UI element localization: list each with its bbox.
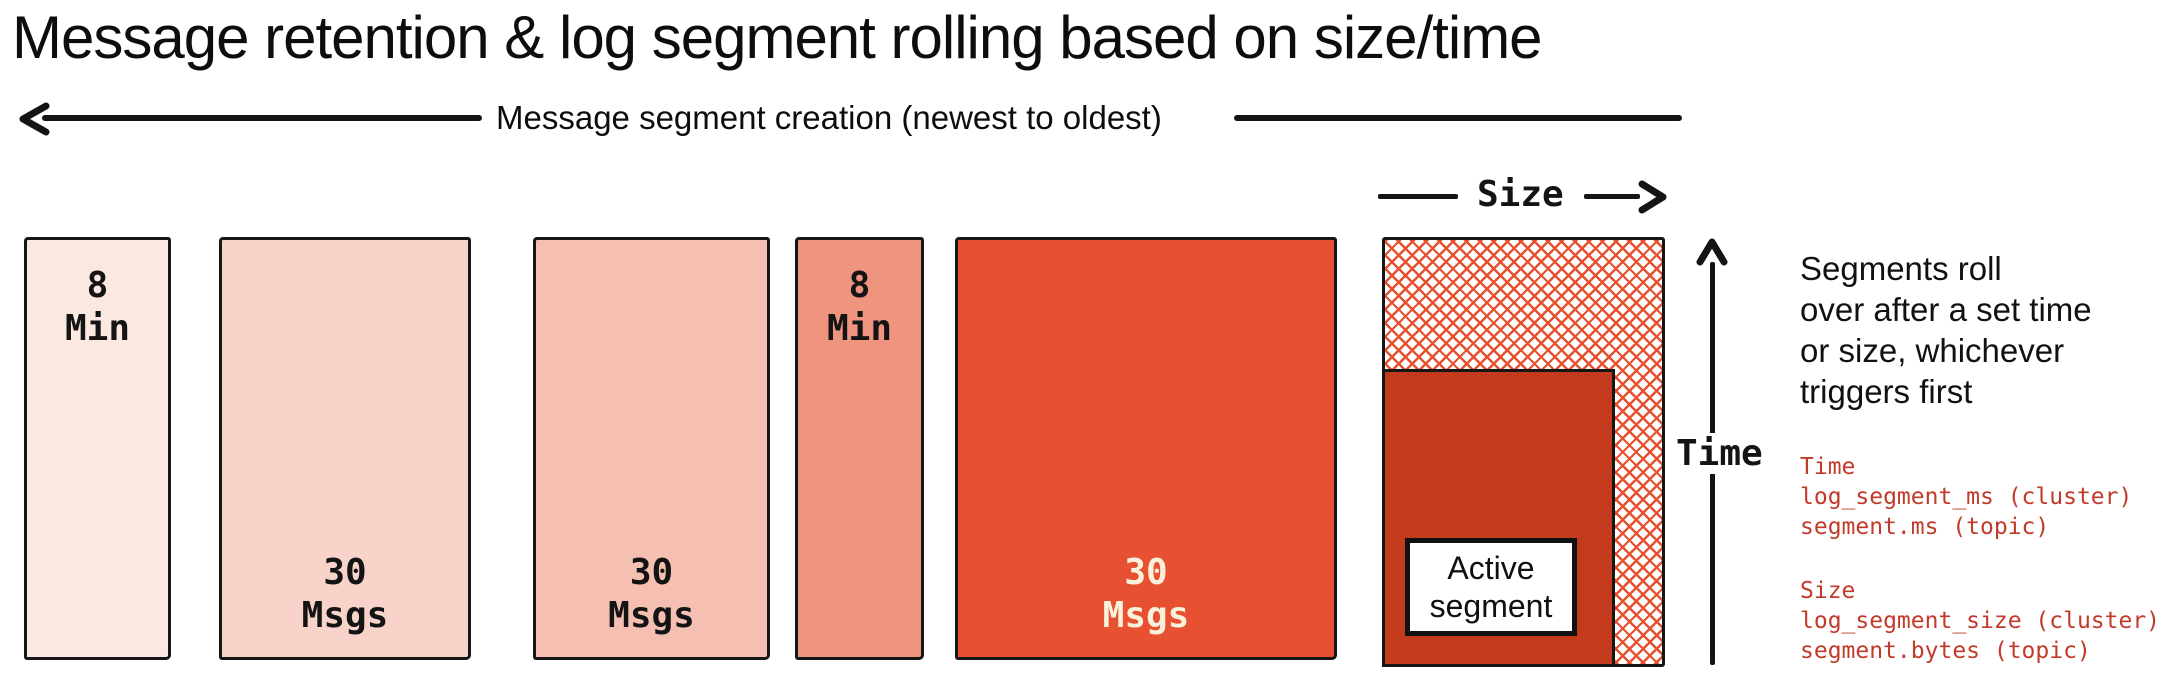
segment-label-line: 8: [86, 265, 109, 306]
note-line: Segments roll: [1800, 250, 2002, 287]
active-segment-label-line: Active: [1447, 550, 1535, 586]
segment-label-line: Min: [826, 308, 893, 349]
config-size-block: Size log_segment_size (cluster) segment.…: [1800, 576, 2160, 666]
segment-label-line: Msgs: [608, 595, 695, 636]
arrow-right-icon: [1638, 180, 1667, 214]
active-segment-hatched-box: Active segment: [1382, 237, 1665, 667]
segment-label-line: 30: [1124, 552, 1168, 593]
segment-label-line: 30: [629, 552, 674, 593]
config-size-line: log_segment_size (cluster): [1800, 608, 2161, 634]
config-block: Time log_segment_ms (cluster) segment.ms…: [1800, 452, 2160, 666]
segment-box-4: 8 Min: [795, 237, 924, 660]
arrow-up-icon: [1696, 238, 1728, 266]
size-axis-line: [1584, 194, 1640, 199]
size-axis-dash: [1378, 194, 1458, 199]
size-axis-label: Size: [1477, 174, 1564, 215]
active-segment-solid-box: Active segment: [1382, 369, 1615, 667]
config-size-line: segment.bytes (topic): [1800, 638, 2091, 664]
segment-box-1: 8 Min: [24, 237, 171, 660]
segment-box-2: 30 Msgs: [219, 237, 471, 660]
segment-label-line: Min: [64, 308, 131, 349]
segment-box-5: 30 Msgs: [955, 237, 1337, 660]
note-line: over after a set time: [1800, 291, 2092, 328]
config-time-heading: Time: [1800, 454, 1856, 480]
segment-label-line: 8: [848, 265, 871, 306]
page-title: Message retention & log segment rolling …: [12, 4, 1543, 71]
note-line: or size, whichever: [1800, 332, 2065, 369]
config-size-heading: Size: [1800, 578, 1856, 604]
segment-box-3: 30 Msgs: [533, 237, 770, 660]
config-time-line: segment.ms (topic): [1800, 514, 2050, 540]
segment-label-line: 30: [323, 552, 367, 593]
config-time-line: log_segment_ms (cluster): [1800, 484, 2133, 510]
time-axis-label: Time: [1674, 433, 1765, 474]
note-text: Segments roll over after a set time or s…: [1800, 248, 2092, 412]
active-segment-label-box: Active segment: [1405, 538, 1577, 636]
config-time-block: Time log_segment_ms (cluster) segment.ms…: [1800, 452, 2160, 542]
note-line: triggers first: [1800, 373, 1973, 410]
segment-label-line: Msgs: [1102, 595, 1190, 636]
arrow-left-icon: [19, 102, 50, 136]
active-segment-label-line: segment: [1429, 588, 1553, 624]
flow-arrow-label: Message segment creation (newest to olde…: [496, 99, 1162, 136]
flow-arrow-line-left: [42, 115, 482, 121]
flow-arrow-line-right: [1234, 115, 1682, 121]
segment-label-line: Msgs: [301, 595, 389, 636]
